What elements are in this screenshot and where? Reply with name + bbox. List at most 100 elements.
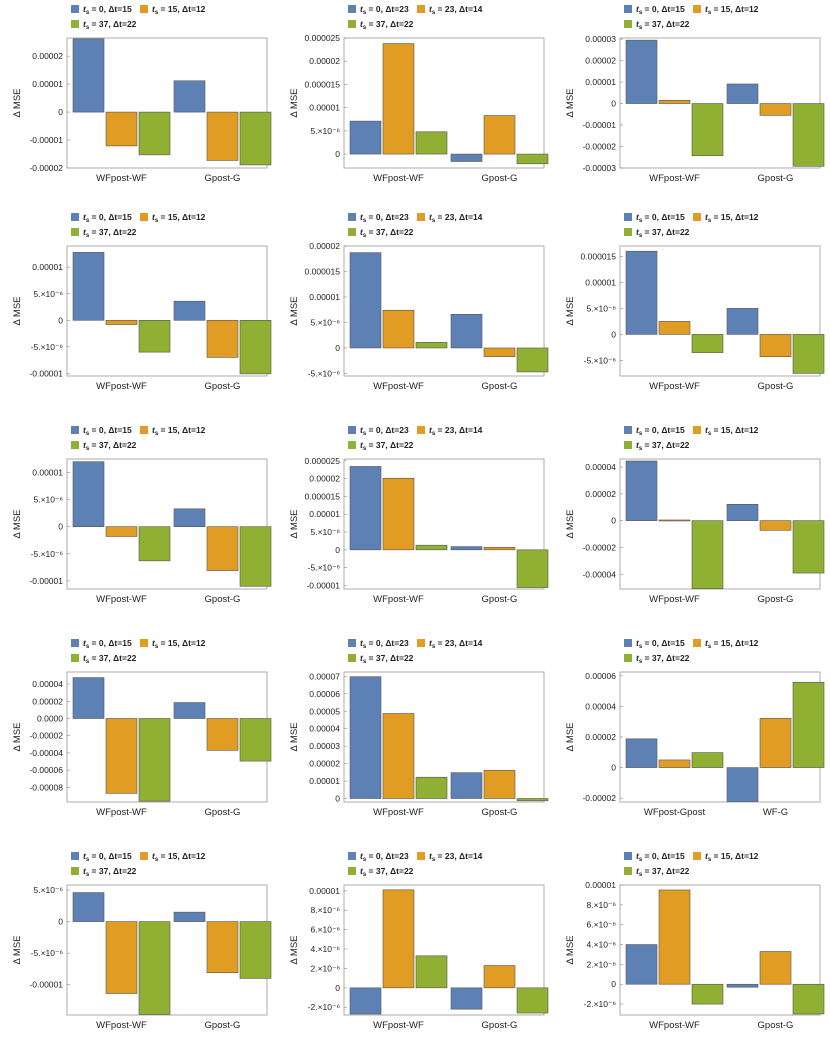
- legend-swatch: [348, 441, 356, 449]
- x-category-label: WFpost-WF: [96, 807, 147, 818]
- bar: [72, 677, 105, 719]
- y-tick-label: 0.00002: [309, 56, 340, 66]
- y-tick-label: 0.00005: [309, 706, 340, 716]
- bar: [382, 713, 415, 799]
- bar-chart: ts = 0, Δt=15 ts = 15, Δt=12 ts = 37, Δt=2…: [565, 425, 825, 605]
- x-category-label: WFpost-WF: [373, 807, 424, 818]
- x-category-label: Gpost-G: [205, 173, 241, 184]
- y-tick-label: -0.00002: [582, 542, 616, 552]
- legend-label: ts = 15, Δt=12: [152, 851, 206, 863]
- bar: [382, 889, 415, 989]
- chart-panel: ts = 0, Δt=23 ts = 23, Δt=14 ts = 37, Δt=2…: [282, 849, 558, 1049]
- bar: [206, 319, 239, 358]
- x-category-label: Gpost-G: [205, 1020, 241, 1031]
- x-category-label: Gpost-G: [205, 807, 241, 818]
- y-tick-label: 0.00001: [309, 509, 340, 519]
- x-category-label: WFpost-WF: [649, 1020, 700, 1031]
- bar-chart: ts = 0, Δt=23 ts = 23, Δt=14 ts = 37, Δt=2…: [289, 851, 549, 1031]
- y-tick-label: -5.×10⁻⁶: [31, 948, 63, 958]
- bar: [792, 520, 825, 574]
- bar: [239, 319, 272, 375]
- bar: [450, 772, 483, 799]
- bar: [349, 676, 382, 799]
- bar: [173, 702, 206, 719]
- x-category-label: Gpost-G: [482, 1020, 518, 1031]
- bar: [516, 347, 549, 373]
- bar: [516, 987, 549, 1014]
- legend-swatch: [624, 213, 632, 221]
- y-tick-label: 0.000015: [305, 491, 341, 501]
- bar: [239, 921, 272, 979]
- bar: [138, 111, 171, 156]
- bar-chart: ts = 0, Δt=23 ts = 23, Δt=14 ts = 37, Δt=2…: [289, 638, 549, 818]
- bar: [72, 252, 105, 321]
- legend-label: ts = 23, Δt=14: [429, 212, 483, 224]
- bar: [792, 983, 825, 1015]
- legend-label: ts = 0, Δt=15: [636, 4, 685, 16]
- x-category-label: Gpost-G: [482, 381, 518, 392]
- y-tick-label: 0.00001: [309, 103, 340, 113]
- x-category-label: Gpost-G: [205, 594, 241, 605]
- legend-swatch: [348, 20, 356, 28]
- legend-swatch: [140, 426, 148, 434]
- y-tick-label: -0.00002: [582, 142, 616, 152]
- bar: [105, 526, 138, 537]
- legend-label: ts = 0, Δt=15: [83, 638, 132, 650]
- y-tick-label: 0: [335, 983, 340, 993]
- bar: [349, 987, 382, 1015]
- y-tick-label: 0.00002: [32, 696, 63, 706]
- bar: [138, 718, 171, 802]
- legend-swatch: [624, 639, 632, 647]
- y-tick-label: 0.00002: [585, 56, 616, 66]
- y-tick-label: 0.000025: [305, 456, 341, 466]
- chart-panel: ts = 0, Δt=15 ts = 15, Δt=12 ts = 37, Δt=2…: [5, 849, 281, 1049]
- legend-swatch: [624, 5, 632, 13]
- y-tick-label: 0.00002: [309, 474, 340, 484]
- legend-label: ts = 23, Δt=14: [429, 4, 483, 16]
- y-tick-label: 0: [58, 917, 63, 927]
- x-category-label: WFpost-WF: [373, 173, 424, 184]
- legend-label: ts = 23, Δt=14: [429, 851, 483, 863]
- legend-label: ts = 15, Δt=12: [152, 212, 206, 224]
- y-tick-label: 0.00001: [585, 277, 616, 287]
- y-tick-label: 0.00002: [585, 489, 616, 499]
- y-tick-label: 0.00001: [309, 292, 340, 302]
- y-tick-label: 0.000025: [305, 33, 341, 43]
- bar-chart: ts = 0, Δt=23 ts = 23, Δt=14 ts = 37, Δt=2…: [289, 425, 549, 605]
- legend-swatch: [624, 228, 632, 236]
- y-axis-label: Δ MSE: [565, 722, 576, 751]
- chart-panel: ts = 0, Δt=15 ts = 15, Δt=12 ts = 37, Δt=2…: [558, 849, 830, 1049]
- y-tick-label: -0.00001: [29, 980, 63, 990]
- plot-frame: [66, 37, 268, 169]
- y-axis-label: Δ MSE: [289, 722, 300, 751]
- legend-label: ts = 37, Δt=22: [360, 440, 414, 452]
- legend-swatch: [71, 441, 79, 449]
- y-tick-label: 0: [611, 763, 616, 773]
- x-category-label: WF-G: [763, 807, 788, 818]
- legend-label: ts = 0, Δt=15: [83, 851, 132, 863]
- bar-chart: ts = 0, Δt=15 ts = 15, Δt=12 ts = 37, Δt=2…: [12, 851, 272, 1031]
- x-category-label: WFpost-WF: [649, 381, 700, 392]
- legend-swatch: [624, 426, 632, 434]
- chart-panel: ts = 0, Δt=15 ts = 15, Δt=12 ts = 37, Δt=2…: [5, 423, 281, 623]
- legend-swatch: [693, 426, 701, 434]
- legend-label: ts = 37, Δt=22: [636, 440, 690, 452]
- legend-label: ts = 37, Δt=22: [636, 866, 690, 878]
- chart-panel: ts = 0, Δt=23 ts = 23, Δt=14 ts = 37, Δt=2…: [282, 636, 558, 836]
- legend-label: ts = 15, Δt=12: [152, 4, 206, 16]
- x-category-label: Gpost-G: [758, 1020, 794, 1031]
- y-tick-label: 0: [335, 149, 340, 159]
- bar: [792, 681, 825, 768]
- y-tick-label: -0.00006: [29, 765, 63, 775]
- bar: [483, 347, 516, 357]
- plot-frame: [343, 458, 545, 590]
- legend-swatch: [417, 852, 425, 860]
- legend-label: ts = 37, Δt=22: [83, 19, 137, 31]
- legend-swatch: [693, 5, 701, 13]
- y-tick-label: 0.00001: [309, 776, 340, 786]
- y-tick-label: 0.00006: [585, 671, 616, 681]
- x-category-label: WFpost-Gpost: [644, 807, 706, 818]
- x-category-label: Gpost-G: [205, 381, 241, 392]
- x-category-label: Gpost-G: [482, 807, 518, 818]
